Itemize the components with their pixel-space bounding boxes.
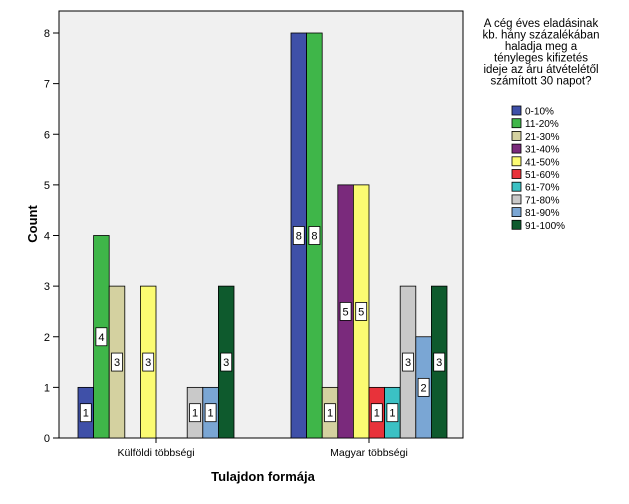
legend-label: 41-50%	[525, 157, 560, 168]
legend-title: tényleges kifizetés	[494, 53, 588, 65]
data-label-box	[142, 352, 155, 372]
y-tick-label: 1	[44, 382, 50, 394]
x-tick-label: Magyar többségi	[330, 447, 408, 459]
data-label: 3	[436, 357, 442, 369]
y-tick-label: 6	[44, 129, 50, 141]
data-label-box	[292, 226, 305, 245]
data-label: 1	[374, 408, 380, 420]
data-label-box	[79, 403, 92, 423]
data-label-box	[370, 403, 383, 423]
data-label: 4	[98, 332, 104, 344]
data-label: 3	[405, 357, 411, 369]
data-label: 5	[358, 306, 364, 318]
data-label-box	[386, 403, 399, 423]
legend-swatch	[511, 156, 522, 167]
data-label-box	[95, 327, 108, 347]
y-tick-label: 4	[44, 231, 50, 243]
y-tick-label: 8	[44, 28, 50, 40]
data-label-box	[220, 352, 233, 372]
data-label-box	[111, 352, 123, 372]
data-label: 1	[192, 408, 198, 420]
legend-label: 61-70%	[525, 183, 560, 194]
legend-swatch	[511, 169, 522, 179]
y-axis: 0 1 2 3 4 5 6 7 8	[44, 28, 59, 445]
data-label-box	[433, 352, 446, 372]
data-label: 1	[208, 408, 214, 420]
legend-label: 71-80%	[525, 195, 560, 206]
x-axis: Külföldi többségi Magyar többségi	[117, 438, 408, 459]
data-label: 1	[327, 408, 333, 420]
legend-swatch	[511, 118, 522, 129]
data-label: 1	[83, 408, 89, 420]
data-label: 3	[145, 357, 151, 369]
data-label-box	[355, 302, 368, 321]
legend-swatch	[511, 207, 522, 218]
data-label: 3	[114, 357, 120, 369]
data-label-box	[324, 403, 336, 423]
legend-title: A cég éves eladásinak	[484, 18, 599, 30]
data-label-box	[339, 302, 352, 321]
data-label: 5	[343, 306, 349, 318]
legend-title: kb. hány százalékában	[483, 30, 600, 42]
x-tick-label: Külföldi többségi	[117, 447, 194, 459]
legend-title: ideje az áru átvételétől	[483, 64, 598, 76]
legend-swatch	[511, 181, 522, 192]
legend-label: 21-30%	[525, 132, 560, 143]
legend-swatch	[511, 194, 522, 205]
legend-label: 0-10%	[525, 107, 554, 118]
legend-swatch	[511, 143, 522, 154]
legend-label: 81-90%	[525, 208, 560, 219]
data-label: 8	[296, 231, 302, 243]
legend-swatch	[511, 219, 522, 230]
data-label: 1	[389, 408, 395, 420]
data-label: 2	[421, 382, 427, 394]
legend-swatch	[511, 105, 522, 116]
data-label-box	[204, 403, 217, 423]
data-label-box	[417, 377, 430, 397]
y-axis-label: Count	[25, 205, 40, 243]
data-label: 8	[311, 231, 317, 243]
y-tick-label: 5	[44, 180, 50, 192]
legend-title: haladja meg a	[505, 41, 578, 53]
data-label: 3	[223, 357, 229, 369]
data-label-box	[308, 226, 321, 245]
legend-label: 91-100%	[525, 221, 565, 232]
y-tick-label: 7	[44, 79, 50, 91]
legend-label: 11-20%	[525, 119, 559, 130]
x-axis-label: Tulajdon formája	[211, 469, 316, 484]
plot-background	[58, 10, 464, 439]
y-tick-label: 2	[44, 332, 50, 344]
data-label-box	[189, 403, 201, 423]
y-tick-label: 0	[44, 433, 50, 445]
legend-title: számított 30 napot?	[490, 76, 591, 88]
data-label-box	[402, 352, 414, 372]
legend-label: 51-60%	[525, 170, 560, 181]
legend-swatch	[511, 130, 522, 141]
legend-label: 31-40%	[525, 145, 560, 156]
y-tick-label: 3	[44, 281, 50, 293]
